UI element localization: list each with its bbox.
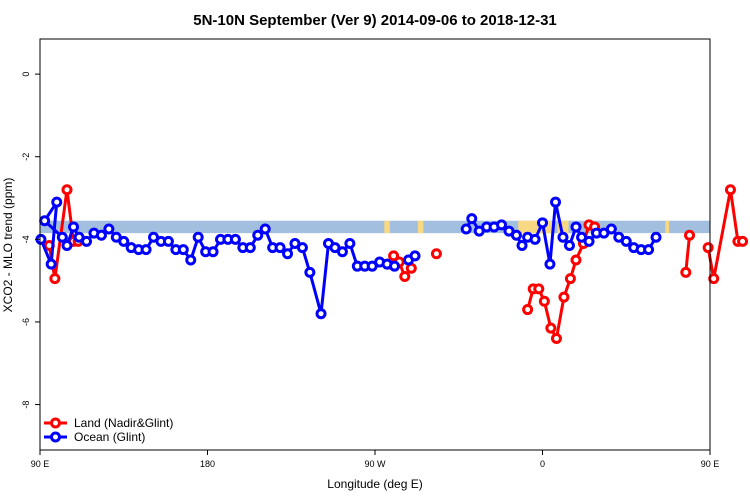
series-0-point-1-1	[388, 250, 400, 262]
y-tick-label-0: 0	[21, 72, 31, 77]
series-0-point-0-2	[61, 184, 73, 196]
y-tick-label-3: -6	[21, 318, 31, 326]
legend-land-marker	[50, 417, 61, 429]
chart-title: 5N-10N September (Ver 9) 2014-09-06 to 2…	[193, 12, 557, 29]
land-strip-1	[417, 220, 424, 234]
series-1-point-2-0	[460, 223, 472, 235]
x-tick-label-0: 90 E	[31, 459, 50, 469]
legend-ocean-label: Ocean (Glint)	[74, 430, 145, 444]
y-axis-ticks: 0 -2 -4 -6 -8	[21, 72, 40, 409]
series-0-point-3-8	[570, 254, 582, 266]
series-1-point-2-5	[496, 219, 508, 231]
series-1-point-0-8	[81, 235, 93, 247]
series-1-point-2-10	[529, 233, 541, 245]
series-1-point-2-11	[537, 217, 548, 229]
series-1-point-0-4	[56, 231, 68, 243]
series-1-point-0-31	[252, 229, 264, 241]
series-1-point-2-23	[620, 235, 632, 247]
series-0-point-4-0	[680, 266, 692, 278]
series-1-point-0-32	[259, 223, 271, 235]
series-0-point-3-7	[564, 273, 576, 285]
series-0-point-3-3	[538, 295, 550, 307]
series-0-line-5	[706, 188, 743, 281]
series-1-point-0-30	[244, 242, 256, 254]
series-1-point-0-23	[192, 231, 204, 243]
series-1-point-2-16	[570, 221, 582, 233]
series-1-point-0-39	[315, 308, 327, 320]
series-1-point-2-8	[516, 240, 528, 252]
series-1-point-0-35	[282, 248, 294, 260]
y-tick-label-2: -4	[21, 235, 31, 243]
series-1-point-0-38	[304, 266, 316, 278]
series-1	[35, 196, 662, 320]
series-1-point-0-13	[118, 235, 130, 247]
series-0-point-5-4	[737, 235, 749, 247]
series-1-point-2-21	[605, 223, 617, 235]
series-1-point-1-1	[409, 250, 421, 262]
series-0-point-3-5	[550, 332, 562, 344]
series-0-line-4	[684, 235, 692, 273]
series-1-point-0-37	[296, 242, 308, 254]
series-1-point-0-42	[336, 246, 348, 258]
series-0-point-5-2	[724, 184, 736, 196]
series-1-point-2-1	[466, 213, 478, 225]
series-1-point-0-19	[162, 235, 174, 247]
series-0-point-3-6	[558, 291, 570, 303]
series-0-point-2-0	[430, 248, 442, 260]
series-0-point-0-1	[49, 273, 61, 285]
series-1-point-0-6	[68, 221, 79, 233]
series-1-point-2-14	[557, 231, 569, 243]
series-1-point-0-11	[103, 223, 115, 235]
series-1-point-0-10	[95, 229, 107, 241]
x-tick-label-2: 90 W	[364, 459, 386, 469]
series-1-point-0-28	[229, 233, 241, 245]
x-tick-label-4: 90 E	[701, 459, 720, 469]
y-axis-label: XCO2 - MLO trend (ppm)	[1, 178, 15, 313]
series-0-point-5-0	[702, 242, 714, 254]
series-1-point-2-26	[643, 244, 655, 256]
series-0-point-4-1	[684, 229, 696, 241]
land-strip-4	[665, 220, 670, 234]
series-layer	[35, 184, 749, 344]
series-1-point-2-27	[650, 231, 662, 243]
y-tick-label-1: -2	[21, 153, 31, 161]
series-0-point-1-3	[399, 271, 411, 283]
series-0-point-3-4	[545, 322, 557, 334]
x-axis-ticks: 90 E 180 90 W 0 90 E	[31, 450, 720, 469]
series-1-point-0-2	[51, 196, 63, 208]
series-1-point-0-34	[274, 242, 286, 254]
land-strip-3	[557, 220, 569, 234]
series-1-point-2-18	[583, 235, 595, 247]
series-1-point-0-21	[177, 244, 189, 256]
series-1-point-0-22	[185, 254, 197, 266]
series-1-point-2-12	[544, 258, 556, 270]
land-strip-0	[384, 220, 390, 234]
y-tick-label-4: -8	[21, 401, 31, 409]
series-1-point-0-1	[45, 258, 57, 270]
x-tick-label-3: 0	[540, 459, 545, 469]
series-1-point-2-13	[550, 196, 562, 208]
series-1-point-0-5	[61, 240, 73, 252]
x-axis-label: Longitude (deg E)	[327, 477, 422, 491]
series-1-line-0	[39, 200, 395, 316]
legend-land-label: Land (Nadir&Glint)	[74, 416, 173, 430]
series-1-point-0-16	[140, 244, 152, 256]
series-1-point-2-15	[563, 240, 575, 252]
series-0-point-3-0	[522, 304, 534, 316]
series-0-point-3-2	[533, 283, 545, 295]
series-0-point-5-1	[708, 273, 720, 285]
legend: Land (Nadir&Glint) Ocean (Glint)	[44, 416, 173, 444]
series-1-point-0-3	[39, 215, 51, 227]
series-1-point-0-25	[207, 246, 219, 258]
legend-ocean-marker	[50, 431, 61, 443]
series-1-point-0-49	[389, 260, 401, 272]
x-tick-label-1: 180	[200, 459, 215, 469]
series-1-point-2-7	[510, 229, 522, 241]
series-1-point-0-43	[344, 237, 356, 249]
